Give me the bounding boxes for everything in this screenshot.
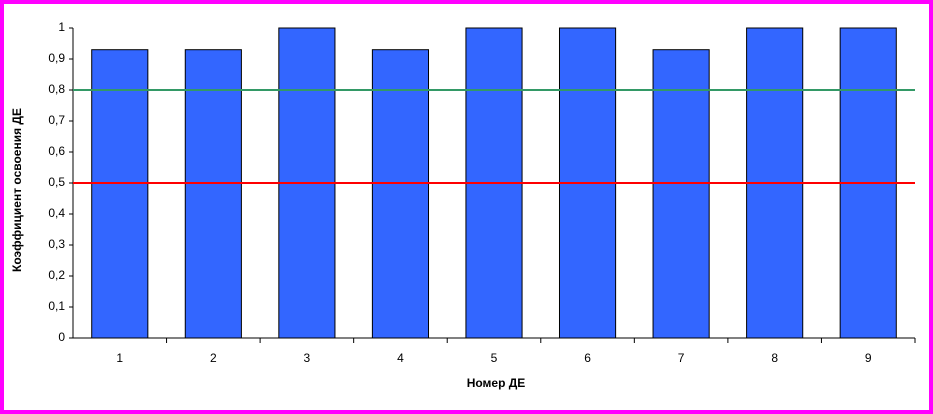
bar: [184, 49, 242, 339]
x-tick-label: 8: [771, 351, 778, 365]
x-tick-label: 7: [678, 351, 685, 365]
y-tick-label: 0,5: [48, 175, 65, 189]
y-tick-label: 0,1: [48, 299, 65, 313]
bar: [91, 49, 149, 339]
x-tick-label: 5: [491, 351, 498, 365]
x-axis-label: Номер ДЕ: [467, 376, 526, 390]
x-tick-label: 1: [116, 351, 123, 365]
x-tick-label: 2: [210, 351, 217, 365]
bar: [371, 49, 430, 339]
y-tick-label: 0,4: [48, 206, 65, 220]
y-tick-label: 1: [58, 20, 65, 34]
y-tick-label: 0,3: [48, 237, 65, 251]
x-tick-label: 6: [584, 351, 591, 365]
y-tick-label: 0,8: [48, 82, 65, 96]
x-tick-label: 9: [865, 351, 872, 365]
x-tick-label: 4: [397, 351, 404, 365]
y-tick-label: 0,7: [48, 113, 65, 127]
x-tick-label: 3: [304, 351, 311, 365]
bar: [652, 49, 710, 339]
y-tick-label: 0,6: [48, 144, 65, 158]
y-tick-label: 0: [58, 330, 65, 344]
y-tick-label: 0,2: [48, 268, 65, 282]
y-tick-label: 0,9: [48, 51, 65, 65]
y-axis-label: Коэффициент освоения ДЕ: [10, 108, 24, 272]
